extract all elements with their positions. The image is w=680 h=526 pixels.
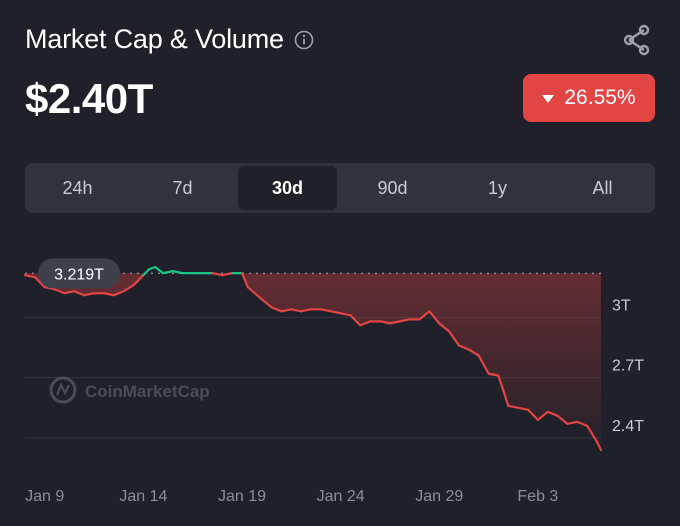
series-line-segment <box>132 274 145 287</box>
triangle-down-icon <box>542 95 555 103</box>
series-line-segment <box>467 348 480 357</box>
series-line-segment <box>477 354 490 375</box>
x-tick-label: Jan 9 <box>25 488 64 505</box>
watermark-text: CoinMarketCap <box>85 382 210 401</box>
tab-30d[interactable]: 30d <box>238 166 337 210</box>
page-title: Market Cap & Volume <box>25 24 284 54</box>
reference-value: 3.219T <box>54 266 104 283</box>
series-line-segment <box>388 320 401 325</box>
series-line-segment <box>536 410 549 421</box>
x-tick-label: Feb 3 <box>517 488 558 505</box>
series-line-segment <box>319 308 332 313</box>
series-line-segment <box>448 330 461 347</box>
series-line-segment <box>171 270 184 275</box>
x-tick-label: Jan 14 <box>119 488 167 505</box>
market-cap-value: $2.40T <box>25 75 153 122</box>
series-line-segment <box>438 322 451 333</box>
reference-label: 3.219T <box>38 258 120 289</box>
series-line-segment <box>507 404 520 409</box>
series-line-segment <box>586 424 599 444</box>
x-tick-label: Jan 29 <box>415 488 463 505</box>
tab-label: 24h <box>62 177 93 198</box>
series-line-segment <box>33 276 46 289</box>
tab-24h[interactable]: 24h <box>28 166 127 210</box>
series-line-segment <box>300 308 313 313</box>
series-line-segment <box>23 274 36 279</box>
series-line-segment <box>457 344 470 351</box>
x-tick-label: Jan 24 <box>317 488 365 505</box>
series-line-segment <box>122 284 135 293</box>
series-line-segment <box>497 374 510 407</box>
tab-label: 90d <box>377 177 408 198</box>
series-line-segment <box>595 440 603 452</box>
series-line-segment <box>211 272 224 277</box>
series-line-segment <box>260 298 273 309</box>
series-line-segment <box>517 406 530 411</box>
y-tick-label: 2.7T <box>612 358 644 375</box>
series-line-segment <box>526 408 539 421</box>
share-icon[interactable] <box>622 24 652 56</box>
series-line-segment <box>161 270 175 275</box>
series-line-segment <box>270 306 283 313</box>
series-line-segment <box>83 292 96 297</box>
series-line-segment <box>418 310 431 321</box>
series-line-segment <box>576 420 589 427</box>
header: Market Cap & Volume <box>25 24 314 55</box>
series-line-segment <box>428 310 441 325</box>
series-line-segment <box>246 286 263 301</box>
tab-label: All <box>592 177 613 198</box>
info-icon[interactable] <box>294 30 314 50</box>
tab-90d[interactable]: 90d <box>343 166 442 210</box>
series-line-segment <box>112 290 125 297</box>
timeframe-tabs: 24h 7d 30d 90d 1y All <box>25 163 655 213</box>
series-line-segment <box>43 286 56 291</box>
tab-label: 7d <box>172 177 193 198</box>
series-line-segment <box>154 266 165 275</box>
change-percent: 26.55% <box>564 86 636 109</box>
series-line-segment <box>359 320 372 327</box>
change-badge: 26.55% <box>523 74 655 122</box>
y-tick-label: 2.4T <box>612 418 644 435</box>
series-line-segment <box>566 420 579 425</box>
series-line-segment <box>142 268 151 277</box>
series-line-segment <box>63 290 76 295</box>
series-line-segment <box>349 314 362 327</box>
series-line-segment <box>378 320 392 325</box>
series-line-segment <box>221 272 234 277</box>
y-tick-label: 3T <box>612 297 631 314</box>
market-cap-chart[interactable]: CoinMarketCap 3.219T 3T 2.7T 2.4T Jan 9 Jan… <box>0 230 680 526</box>
series-line-segment <box>487 372 500 377</box>
series-line-segment <box>73 290 86 297</box>
series-line-segment <box>546 410 559 417</box>
series-line-segment <box>280 308 293 313</box>
series-line-segment <box>102 292 115 297</box>
tab-label: 30d <box>271 177 304 198</box>
series-line-segment <box>339 312 352 317</box>
coinmarketcap-watermark: CoinMarketCap <box>49 376 210 404</box>
tab-all[interactable]: All <box>553 166 652 210</box>
tab-1y[interactable]: 1y <box>448 166 547 210</box>
tab-label: 1y <box>487 177 507 198</box>
series-line-segment <box>329 310 342 315</box>
x-tick-label: Jan 19 <box>218 488 266 505</box>
series-line-segment <box>53 288 66 295</box>
series-line-segment <box>556 414 569 425</box>
series-line-segment <box>240 272 250 289</box>
tab-7d[interactable]: 7d <box>133 166 232 210</box>
series-line-segment <box>398 318 411 323</box>
series-line-segment <box>290 308 303 313</box>
